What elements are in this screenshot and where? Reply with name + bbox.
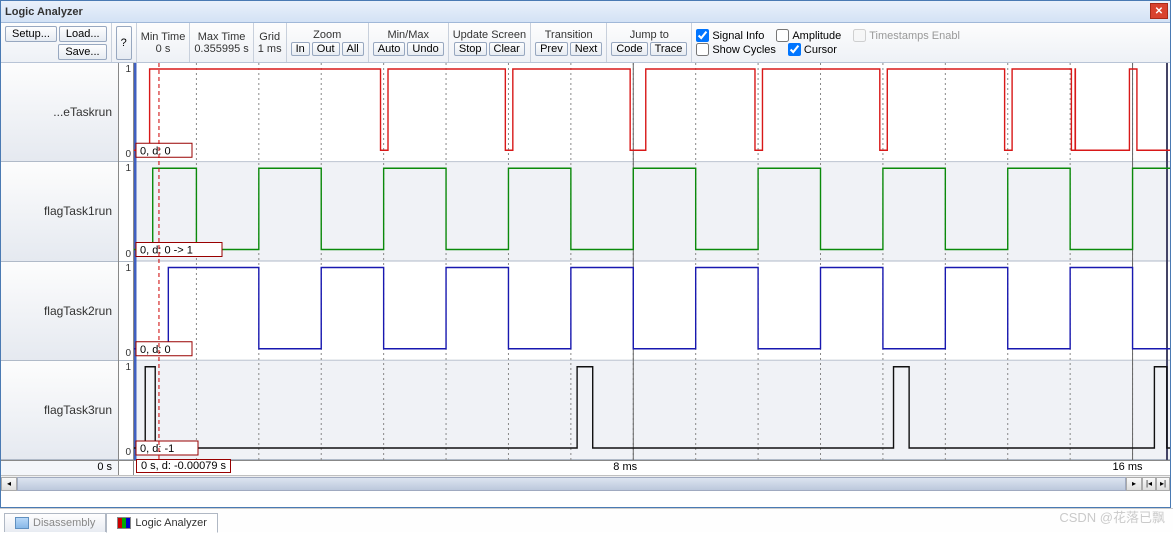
tab-logic-analyzer[interactable]: Logic Analyzer xyxy=(106,513,218,533)
scroll-end-button[interactable]: ▸| xyxy=(1156,477,1170,491)
svg-text:0, d: 0 -> 1: 0, d: 0 -> 1 xyxy=(140,245,193,257)
zoom-in-button[interactable]: In xyxy=(291,42,310,56)
load-button[interactable]: Load... xyxy=(59,26,107,42)
cursor-marker-box: 0 s, d: -0.00079 s xyxy=(136,459,231,473)
update-stop-button[interactable]: Stop xyxy=(454,42,487,56)
zoom-all-button[interactable]: All xyxy=(342,42,364,56)
svg-text:0, d: 0: 0, d: 0 xyxy=(140,344,171,356)
tab-disassembly[interactable]: Disassembly xyxy=(4,513,106,532)
transition-next-button[interactable]: Next xyxy=(570,42,603,56)
minmax-label: Min/Max xyxy=(387,29,429,41)
window-title: Logic Analyzer xyxy=(5,6,83,18)
plot-row-bg xyxy=(134,63,1170,162)
plot-row-bg xyxy=(134,162,1170,261)
horizontal-scrollbar[interactable]: ◂ ▸ |◂ ▸| xyxy=(1,475,1170,491)
plot-row-bg xyxy=(134,361,1170,460)
scroll-left-button[interactable]: ◂ xyxy=(1,477,17,491)
zoom-out-button[interactable]: Out xyxy=(312,42,340,56)
logic-analyzer-icon xyxy=(117,517,131,529)
timestamps-checkbox: Timestamps Enabl xyxy=(853,29,960,42)
svg-text:0, d: -1: 0, d: -1 xyxy=(140,443,174,455)
zoom-label: Zoom xyxy=(313,29,341,41)
signal-label[interactable]: flagTask1run xyxy=(1,162,118,261)
window-titlebar: Logic Analyzer ✕ xyxy=(1,1,1170,23)
time-axis-origin: 0 s xyxy=(1,461,119,475)
toolbar: Setup... Load... Save... ? Min Time 0 s … xyxy=(1,23,1170,63)
transition-label: Transition xyxy=(545,29,593,41)
minmax-auto-button[interactable]: Auto xyxy=(373,42,406,56)
grid-label: Grid xyxy=(259,31,280,43)
disassembly-icon xyxy=(15,517,29,529)
jump-trace-button[interactable]: Trace xyxy=(650,42,688,56)
grid-value: 1 ms xyxy=(258,43,282,55)
plot-row-bg xyxy=(134,262,1170,361)
signal-label[interactable]: ...eTaskrun xyxy=(1,63,118,162)
amplitude-checkbox[interactable]: Amplitude xyxy=(776,29,841,42)
update-clear-button[interactable]: Clear xyxy=(489,42,525,56)
svg-text:0, d: 0: 0, d: 0 xyxy=(140,145,171,157)
transition-prev-button[interactable]: Prev xyxy=(535,42,568,56)
help-button[interactable]: ? xyxy=(116,26,132,60)
cursor-checkbox[interactable]: Cursor xyxy=(788,43,837,56)
time-axis: 8 ms16 ms0 s, d: -0.00079 s xyxy=(134,461,1170,475)
jump-label: Jump to xyxy=(630,29,669,41)
scroll-right-button[interactable]: ▸ xyxy=(1126,477,1142,491)
jump-code-button[interactable]: Code xyxy=(611,42,647,56)
scroll-home-button[interactable]: |◂ xyxy=(1142,477,1156,491)
showcycles-checkbox[interactable]: Show Cycles xyxy=(696,43,776,56)
minmax-undo-button[interactable]: Undo xyxy=(407,42,443,56)
scroll-thumb[interactable] xyxy=(17,477,1126,491)
maxtime-value: 0.355995 s xyxy=(194,43,248,55)
setup-button[interactable]: Setup... xyxy=(5,26,57,42)
maxtime-label: Max Time xyxy=(198,31,246,43)
save-button[interactable]: Save... xyxy=(58,44,106,60)
update-label: Update Screen xyxy=(453,29,526,41)
signalinfo-checkbox[interactable]: Signal Info xyxy=(696,29,764,42)
mintime-value: 0 s xyxy=(156,43,171,55)
close-button[interactable]: ✕ xyxy=(1150,3,1168,19)
signal-label[interactable]: flagTask3run xyxy=(1,361,118,460)
mintime-label: Min Time xyxy=(141,31,186,43)
waveform-area[interactable]: 0, d: 0 0, d: 0 -> 1 0, d: 0 0, d: -1 xyxy=(134,63,1170,460)
signal-label[interactable]: flagTask2run xyxy=(1,262,118,361)
